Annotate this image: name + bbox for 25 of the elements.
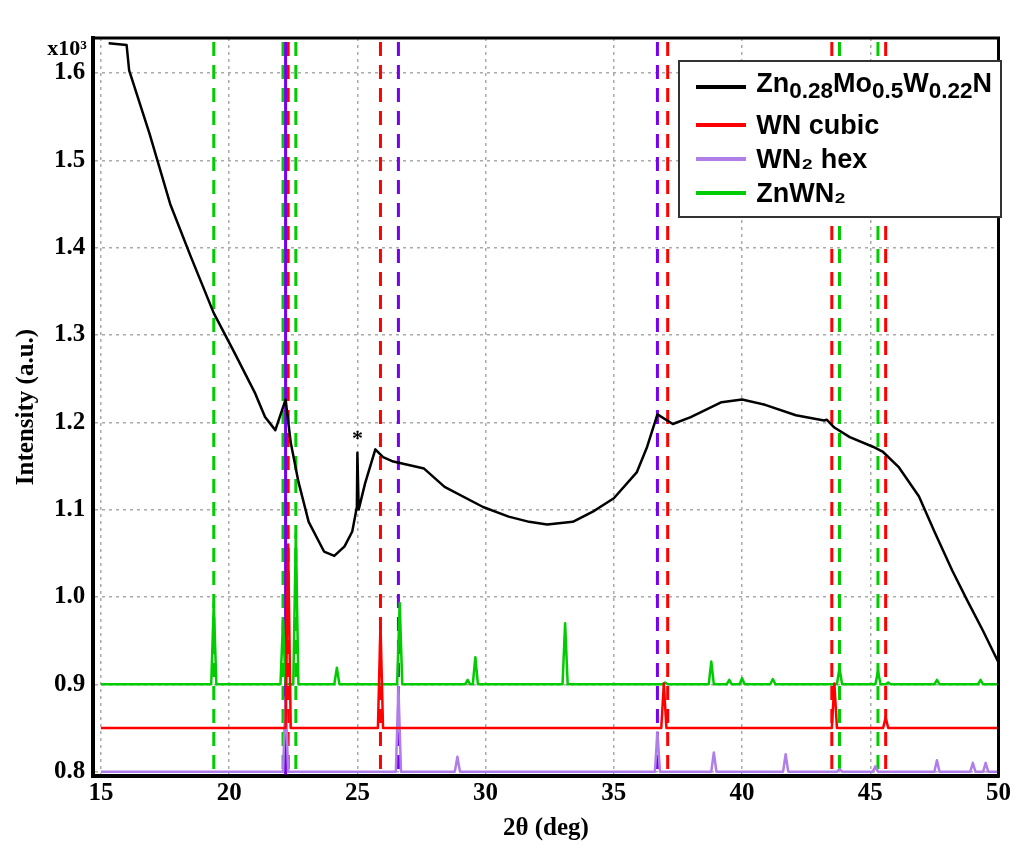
legend-label: ZnWN₂ [756,177,847,211]
y-tick-label: 1.0 [54,581,86,609]
x-tick-label: 50 [986,778,1011,806]
x-tick-label: 45 [857,778,883,806]
x-tick-label: 25 [344,778,370,806]
y-tick-label: 0.9 [54,668,86,696]
y-tick-label: 0.8 [54,756,86,784]
x-axis-title: 2θ (deg) [502,813,589,842]
x-tick-label: 30 [473,778,499,806]
x-tick-label: 15 [88,778,114,806]
legend-label: WN cubic [756,109,880,143]
x-tick-label: 40 [729,778,755,806]
x-tick-label: 35 [601,778,627,806]
y-tick-label: 1.2 [54,406,86,434]
y-tick-label: 1.1 [54,494,86,522]
y-tick-label: 1.6 [54,57,86,85]
annotation: * [351,424,363,450]
text: x10³ [47,34,88,60]
legend-label: WN₂ hex [756,143,868,177]
y-tick-label: 1.4 [54,232,86,260]
y-tick-label: 1.3 [54,319,86,347]
legend-label: Zn$_{0.28}$Mo$_{0.5}$W$_{0.22}$N [756,67,992,106]
y-axis-title: Intensity (a.u.) [11,328,40,486]
x-tick-label: 20 [216,778,242,806]
y-tick-label: 1.5 [54,144,86,172]
